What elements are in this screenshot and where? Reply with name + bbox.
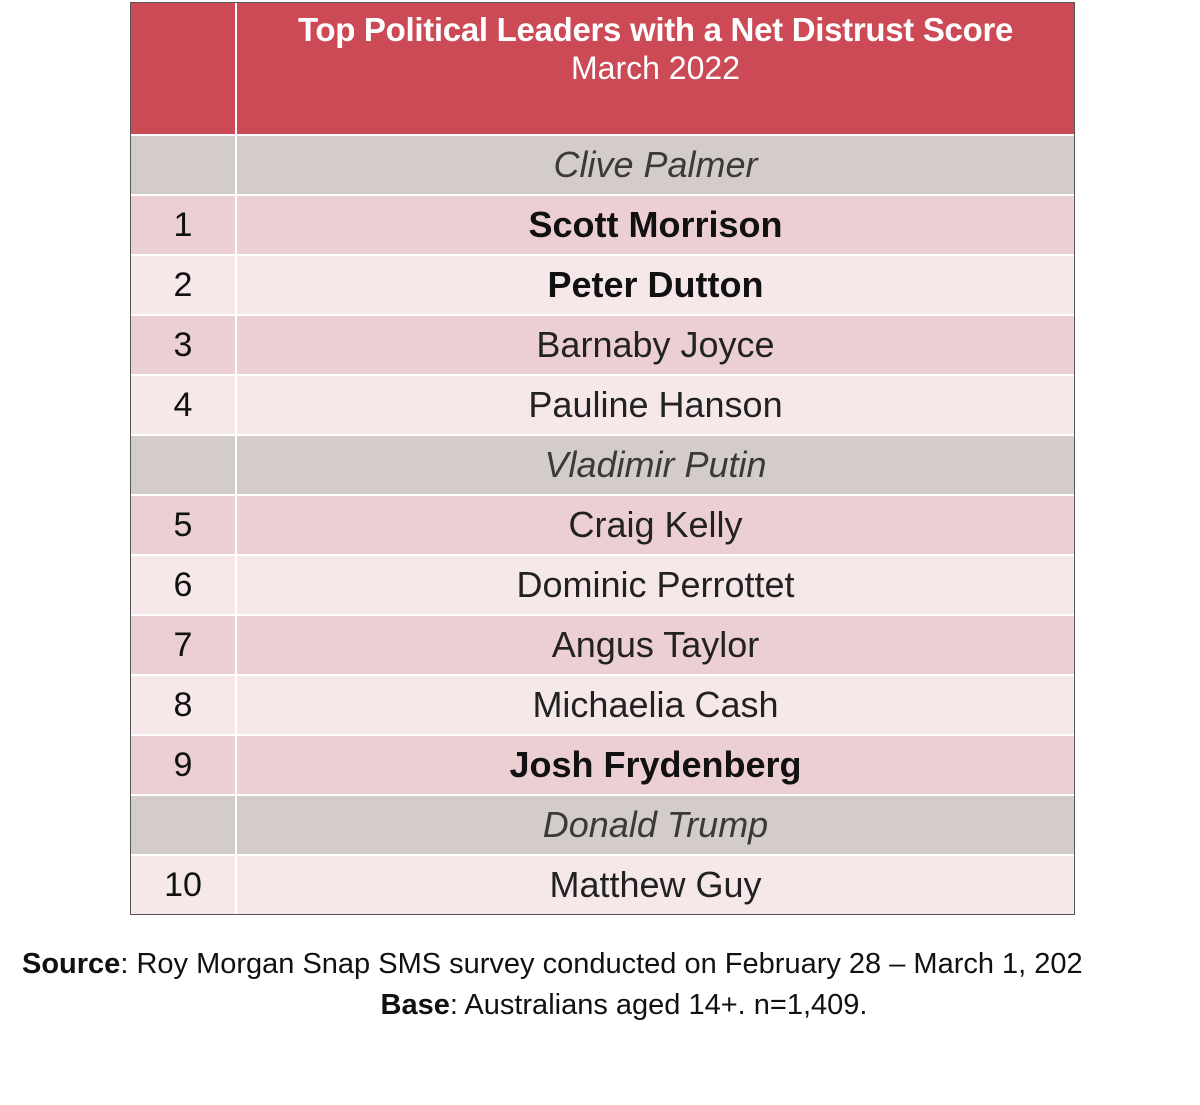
rank-cell: 1	[131, 196, 237, 254]
rank-cell: 7	[131, 616, 237, 674]
leader-name-cell: Michaelia Cash	[532, 684, 779, 725]
table-title: Top Political Leaders with a Net Distrus…	[297, 11, 1014, 48]
table-row: 6 Dominic Perrottet	[131, 556, 1074, 616]
leader-name-cell: Vladimir Putin	[544, 444, 767, 485]
rank-cell: 4	[131, 376, 237, 434]
rank-cell	[131, 436, 237, 494]
rank-cell	[131, 796, 237, 854]
leader-name-cell: Clive Palmer	[553, 144, 758, 185]
leader-name-cell: Scott Morrison	[528, 204, 783, 245]
base-line: Base: Australians aged 14+. n=1,409.	[0, 985, 1200, 1026]
leader-name-cell: Pauline Hanson	[528, 384, 783, 425]
source-text: : Roy Morgan Snap SMS survey conducted o…	[120, 948, 1083, 980]
footnote: Source: Roy Morgan Snap SMS survey condu…	[0, 944, 1200, 1026]
distrust-table: Top Political Leaders with a Net Distrus…	[130, 2, 1075, 915]
rank-cell: 10	[131, 856, 237, 914]
rank-cell: 5	[131, 496, 237, 554]
rank-cell: 2	[131, 256, 237, 314]
leader-name-cell: Donald Trump	[542, 804, 769, 845]
rank-cell	[131, 136, 237, 194]
leader-name-cell: Dominic Perrottet	[516, 564, 795, 605]
leader-name-cell: Craig Kelly	[568, 504, 743, 545]
table-row: Vladimir Putin	[131, 436, 1074, 496]
table-header: Top Political Leaders with a Net Distrus…	[131, 3, 1074, 136]
rank-cell: 9	[131, 736, 237, 794]
base-text: : Australians aged 14+. n=1,409.	[449, 989, 868, 1021]
table-row: 7 Angus Taylor	[131, 616, 1074, 676]
rank-cell: 6	[131, 556, 237, 614]
table-row: 5 Craig Kelly	[131, 496, 1074, 556]
header-title-cell: Top Political Leaders with a Net Distrus…	[237, 3, 1074, 134]
table-row: 4 Pauline Hanson	[131, 376, 1074, 436]
table-row: 8 Michaelia Cash	[131, 676, 1074, 736]
header-rank-cell	[131, 3, 237, 134]
leader-name-cell: Barnaby Joyce	[536, 324, 775, 365]
rank-cell: 8	[131, 676, 237, 734]
leader-name-cell: Josh Frydenberg	[509, 744, 802, 785]
table-row: Clive Palmer	[131, 136, 1074, 196]
source-line: Source: Roy Morgan Snap SMS survey condu…	[0, 944, 1200, 985]
table-row: 1 Scott Morrison	[131, 196, 1074, 256]
table-row: 3 Barnaby Joyce	[131, 316, 1074, 376]
leader-name-cell: Peter Dutton	[547, 264, 764, 305]
base-label: Base	[380, 989, 450, 1021]
leader-name-cell: Angus Taylor	[551, 624, 760, 665]
table-row: 10 Matthew Guy	[131, 856, 1074, 914]
leader-name-cell: Matthew Guy	[549, 864, 762, 905]
table-subtitle: March 2022	[571, 50, 740, 86]
table-row: 2 Peter Dutton	[131, 256, 1074, 316]
rank-cell: 3	[131, 316, 237, 374]
source-label: Source	[22, 948, 121, 980]
table-body: Clive Palmer 1 Scott Morrison 2 Peter Dutton…	[131, 136, 1074, 914]
table-row: Donald Trump	[131, 796, 1074, 856]
table-row: 9 Josh Frydenberg	[131, 736, 1074, 796]
